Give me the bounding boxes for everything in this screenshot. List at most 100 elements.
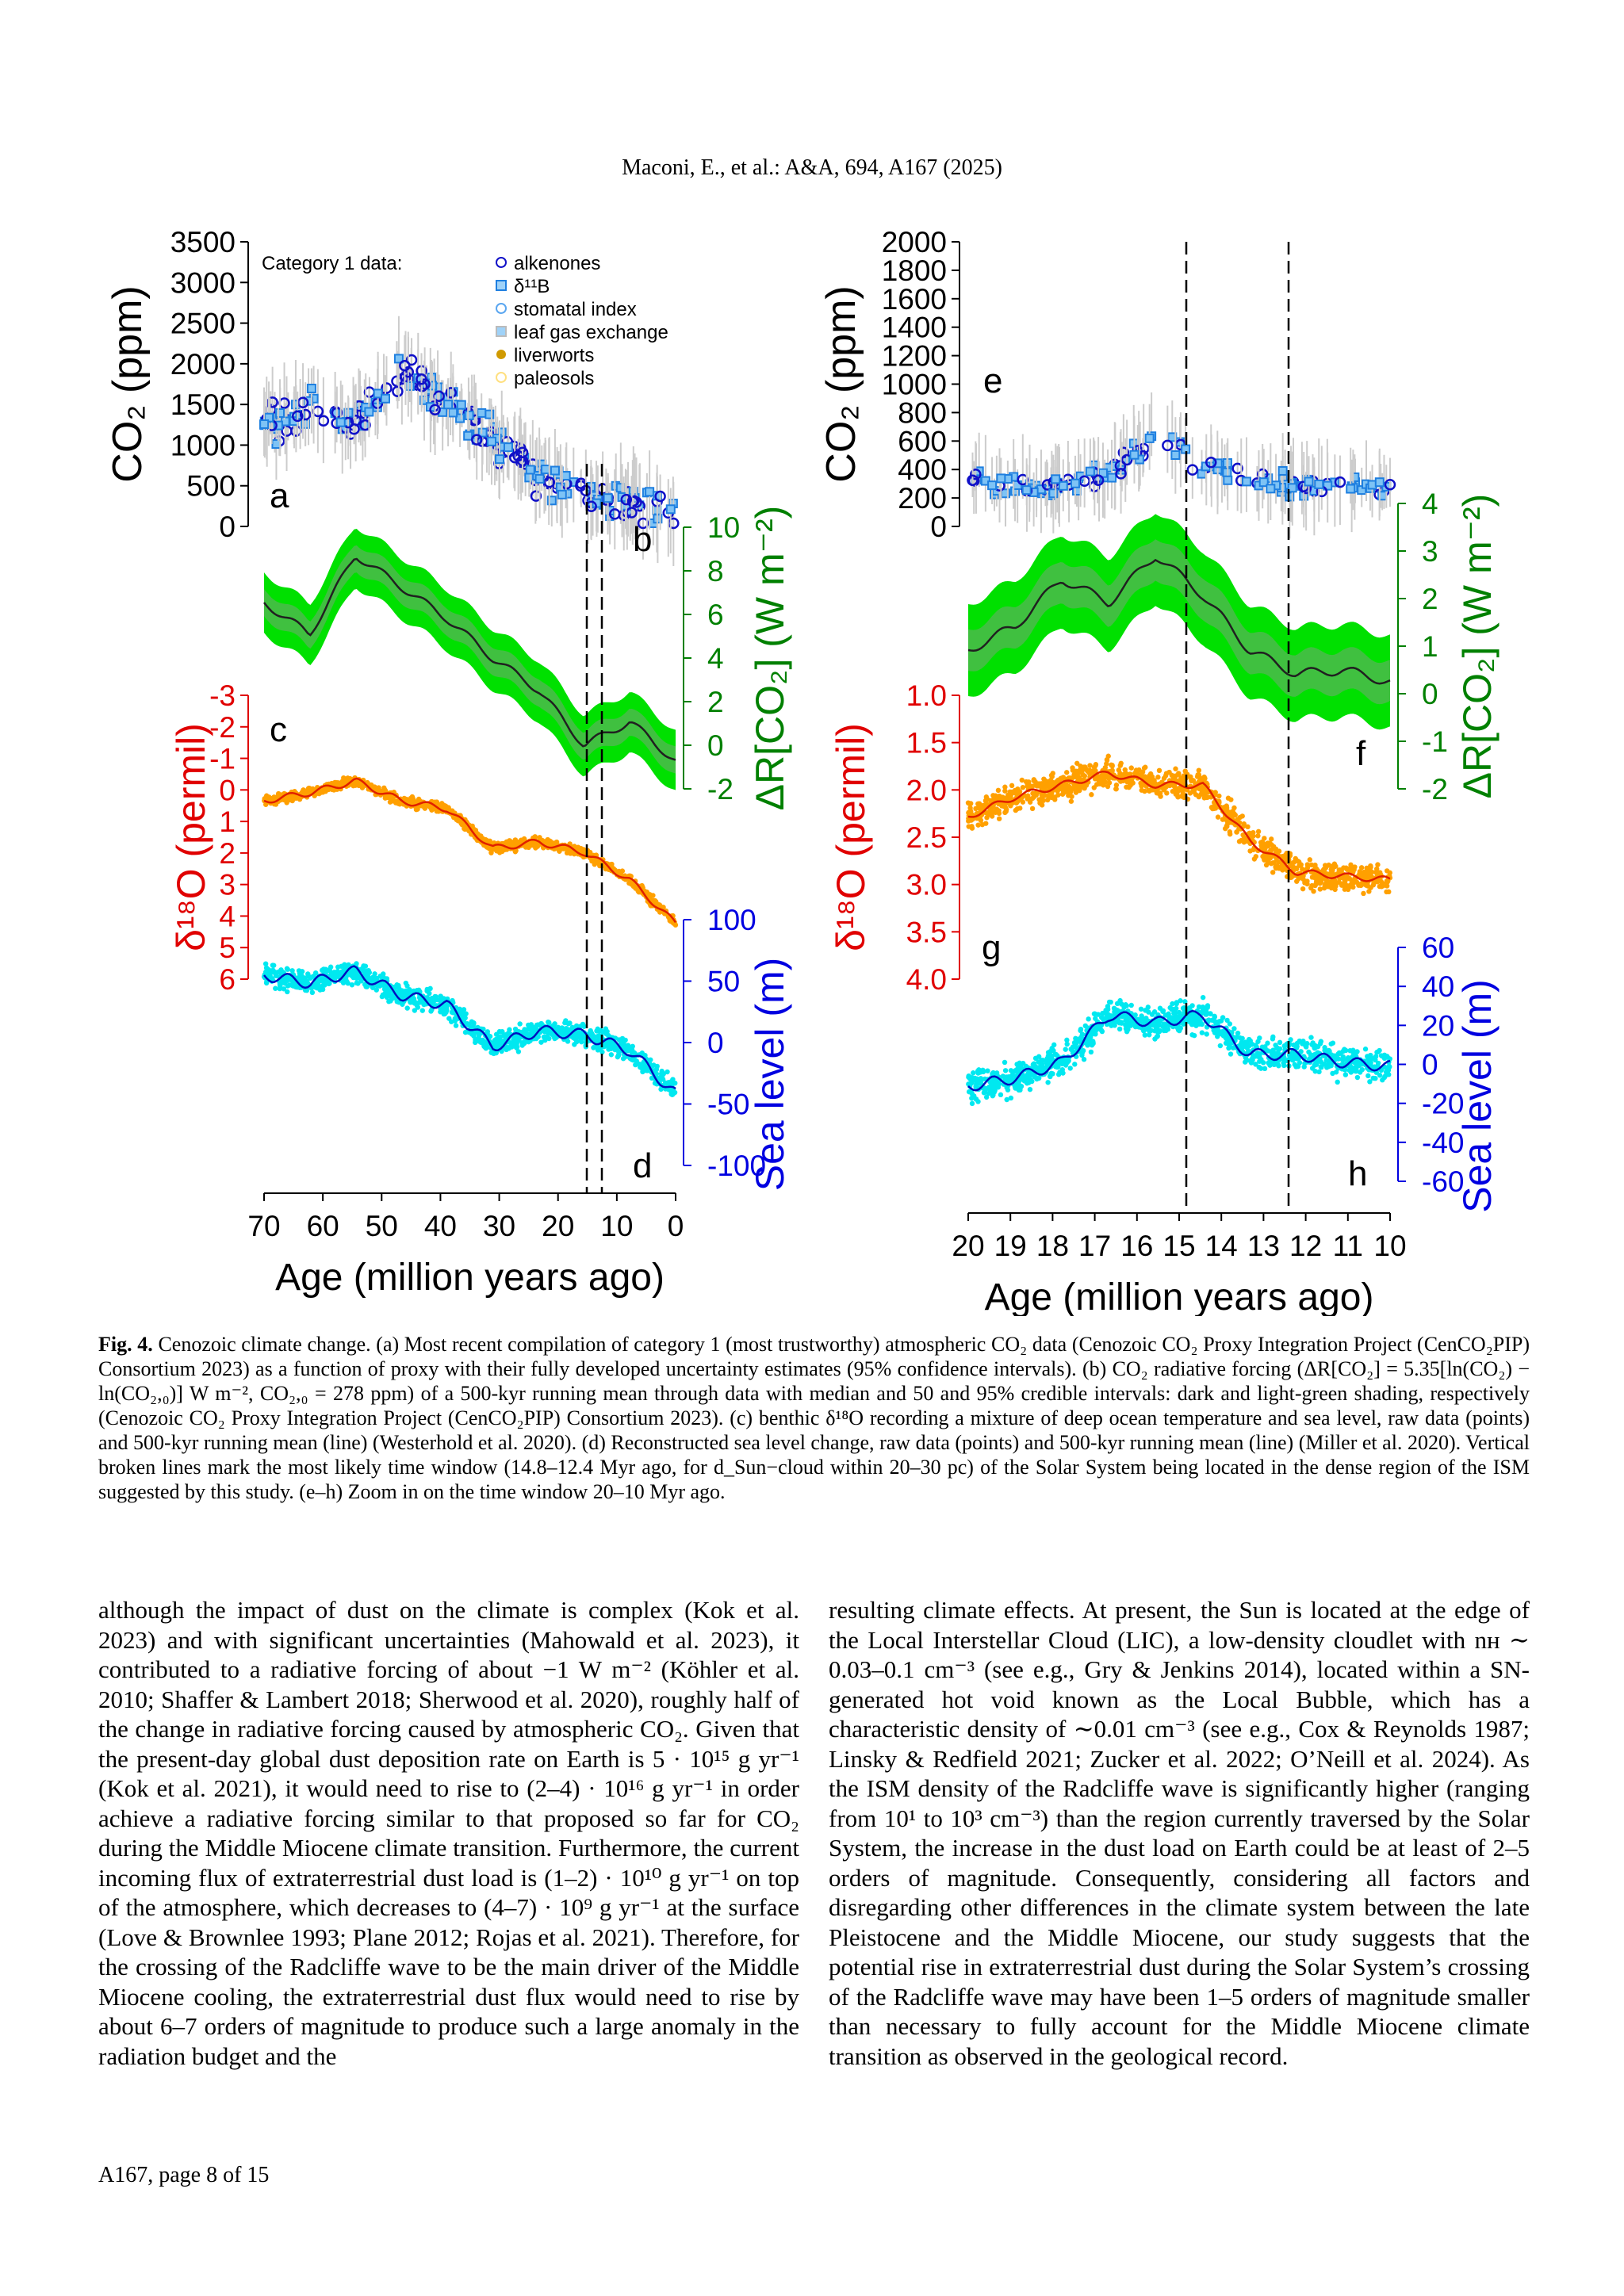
co2-alkenone-point (1092, 474, 1105, 486)
co2-boron-point (404, 381, 415, 391)
d18o-point (339, 780, 345, 786)
forcing-tick-label: 3 (1422, 535, 1438, 568)
d18o-point (1262, 836, 1267, 841)
sea-point (1293, 1064, 1299, 1070)
co2-boron-point (1021, 485, 1032, 496)
co2-boron-point (1051, 474, 1061, 484)
co2-boron-point (615, 483, 626, 493)
sea-point (1256, 1064, 1262, 1070)
co2-boron-point (524, 473, 534, 483)
d18o-point (1345, 886, 1351, 893)
d18o-point (1361, 890, 1366, 897)
d18o-point (264, 794, 270, 799)
d18o-tick-label: 3 (219, 869, 236, 901)
sea-point (1260, 1060, 1266, 1066)
sea-point (1149, 1012, 1155, 1017)
sea-point (288, 977, 294, 983)
d18o-point (1147, 788, 1152, 794)
d18o-tick-label: 1 (219, 806, 236, 838)
sea-point (496, 1042, 501, 1048)
x-tick-label: 30 (483, 1210, 515, 1242)
d18o-point (996, 793, 1002, 799)
d18o-point (1342, 878, 1348, 883)
sea-point (528, 1022, 534, 1027)
sea-point (630, 1057, 636, 1063)
sea-point (604, 1028, 610, 1035)
d18o-point (1312, 874, 1317, 881)
co2-boron-point (534, 473, 545, 484)
d18o-point (996, 801, 1002, 807)
sea-point (1281, 1043, 1287, 1049)
co2-boron-point (464, 410, 474, 420)
d18o-point (1143, 764, 1148, 770)
co2-boron-point (271, 439, 282, 450)
co2-boron-point (1085, 466, 1095, 476)
d18o-point (1025, 782, 1030, 788)
d18o-point (1328, 885, 1335, 891)
co2-boron-point (645, 487, 655, 497)
sea-point (477, 1038, 483, 1043)
d18o-point (1189, 778, 1194, 784)
sea-point (546, 1019, 551, 1025)
d18o-point (1255, 828, 1262, 835)
sea-point (665, 1080, 672, 1085)
co2-alkenone-point (626, 496, 639, 507)
sea-point (482, 1044, 488, 1050)
sea-point (1189, 1032, 1195, 1038)
sea-point (661, 1071, 667, 1077)
d18o-point (1384, 889, 1389, 895)
d18o-point (1170, 775, 1177, 781)
d18o-point (1215, 814, 1221, 820)
co2-alkenone-point (281, 425, 293, 437)
d18o-point (496, 850, 503, 855)
sea-point (285, 989, 290, 995)
sea-point (277, 985, 283, 992)
d18o-point (989, 813, 995, 819)
d18o-point (1304, 865, 1311, 871)
d18o-point (1187, 790, 1193, 796)
sea-point (448, 1019, 454, 1024)
co2-alkenone-point (1334, 476, 1346, 488)
sea-tick-label: -100 (707, 1150, 766, 1182)
sea-point (514, 1033, 520, 1039)
sea-point (394, 982, 400, 988)
d18o-point (1231, 811, 1237, 817)
forcing-tick-label: 2 (707, 686, 724, 718)
sea-point (562, 1020, 568, 1026)
d18o-point (307, 786, 312, 791)
sea-point (363, 984, 369, 989)
forcing-tick-label: -2 (1422, 773, 1448, 806)
d18o-point (1089, 792, 1094, 798)
sea-point (289, 968, 295, 974)
co2-boron-point (306, 383, 316, 393)
sea-point (1204, 1031, 1209, 1037)
sea-point (549, 1031, 554, 1037)
d18o-point (969, 824, 975, 829)
co2-boron-point (1374, 477, 1385, 488)
sea-point (1004, 1096, 1009, 1103)
d18o-point (1179, 777, 1185, 783)
sea-point (281, 986, 287, 992)
d18o-point (1227, 831, 1233, 837)
co2-alkenone-point (392, 385, 404, 397)
sea-point (559, 1025, 565, 1031)
d18o-point (1032, 782, 1039, 788)
co2-alkenone-point (317, 415, 330, 427)
sea-point (1196, 1004, 1202, 1010)
d18o-point (1074, 760, 1080, 766)
d18o-point (966, 809, 971, 816)
sea-point (408, 999, 413, 1005)
d18o-point (1073, 768, 1079, 774)
sea-point (538, 1039, 544, 1045)
d18o-point (967, 805, 973, 811)
sea-point (497, 1035, 503, 1041)
sea-point (1265, 1040, 1270, 1046)
sea-point (580, 1021, 586, 1027)
d18o-point (1044, 797, 1051, 803)
d18o-point (1080, 771, 1086, 778)
co2-boron-point (477, 408, 487, 418)
x-tick-label: 20 (542, 1210, 574, 1242)
co2-boron-point (1144, 433, 1155, 443)
sea-point (1078, 1027, 1083, 1034)
d18o-point (1253, 854, 1258, 859)
